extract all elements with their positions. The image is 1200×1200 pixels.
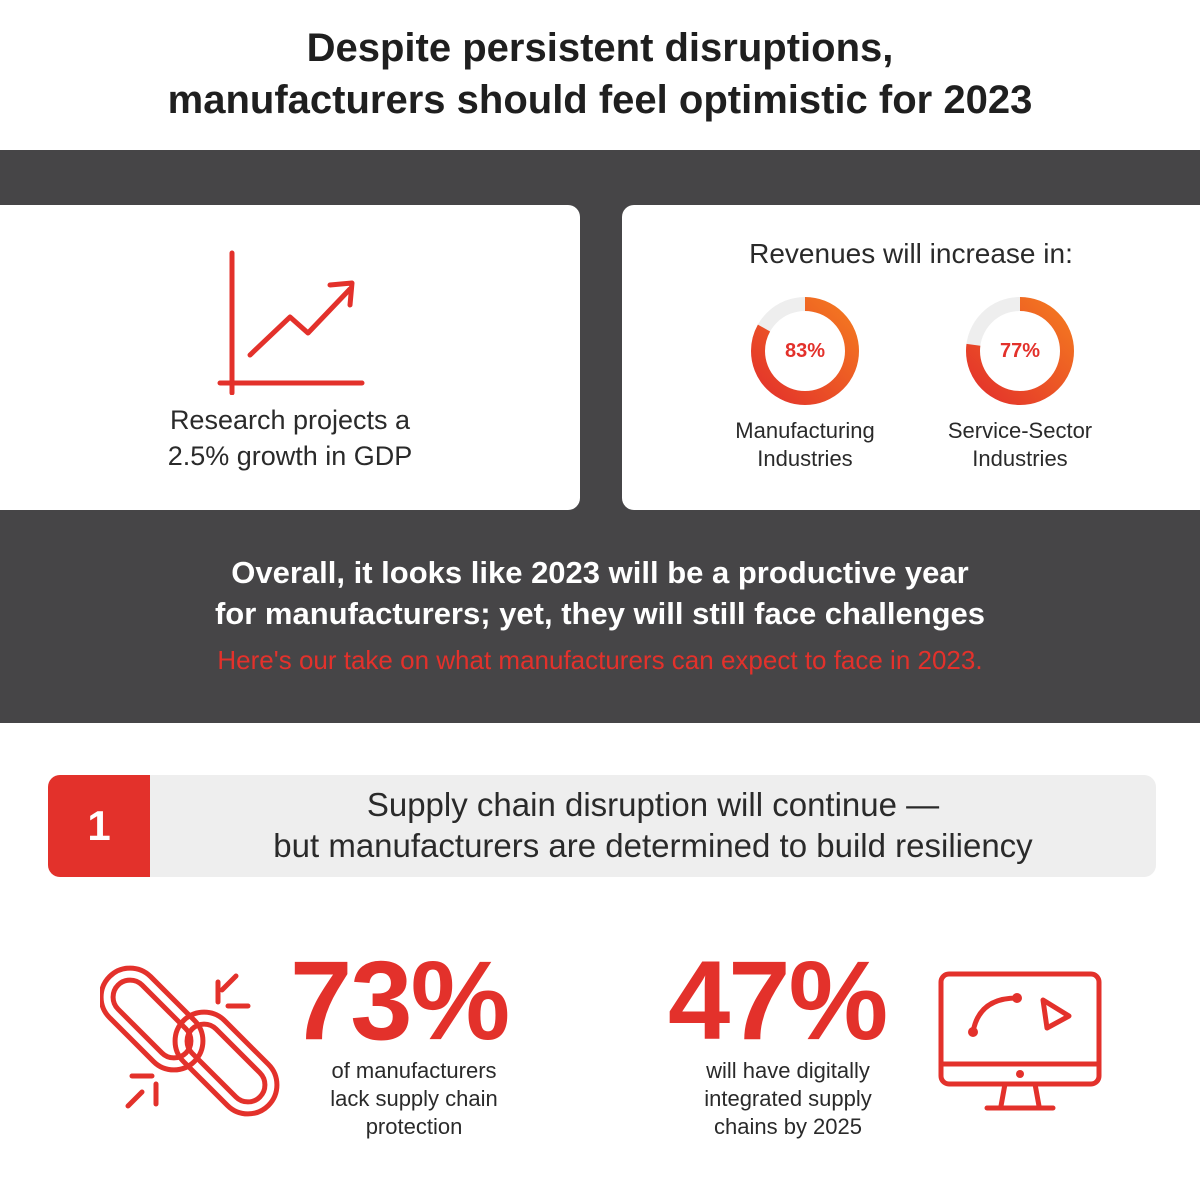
service-percent: 77% [999, 339, 1041, 362]
section-title: Supply chain disruption will continue — … [150, 784, 1156, 866]
manufacturing-donut-arc [751, 297, 859, 405]
stat-47-line1: will have digitally [706, 1058, 870, 1083]
service-donut: 77% [964, 295, 1076, 407]
service-donut-arc [966, 297, 1074, 405]
stat-47-value: 47% [668, 938, 888, 1063]
service-label-line1: Service-Sector [947, 418, 1093, 443]
stat-73-line1: of manufacturers [331, 1058, 497, 1083]
gdp-text: Research projects a 2.5% growth in GDP [90, 402, 490, 474]
stat-47-line2: integrated supply [704, 1086, 872, 1111]
growth-chart-icon [217, 250, 365, 395]
stat-73-line3: protection [365, 1114, 463, 1139]
page-title-line2: manufacturers should feel optimistic for… [167, 78, 1033, 122]
manufacturing-donut: 83% [749, 295, 861, 407]
stat-73-description: of manufacturers lack supply chain prote… [284, 1057, 544, 1141]
gdp-text-line1: Research projects a [169, 405, 411, 435]
page-title-line1: Despite persistent disruptions, [306, 26, 894, 70]
stat-47-line3: chains by 2025 [714, 1114, 862, 1139]
section-title-line1: Supply chain disruption will continue — [366, 786, 940, 823]
revenue-title: Revenues will increase in: [749, 238, 1073, 269]
manufacturing-label: Manufacturing Industries [705, 417, 905, 473]
section-number: 1 [48, 775, 150, 877]
overall-line1: Overall, it looks like 2023 will be a pr… [231, 555, 969, 590]
service-label: Service-Sector Industries [920, 417, 1120, 473]
page-title: Despite persistent disruptions, manufact… [0, 22, 1200, 126]
service-donut-chart [966, 297, 1074, 405]
section-header [48, 775, 1156, 877]
gdp-card [0, 205, 580, 510]
stat-73-line2: lack supply chain [330, 1086, 498, 1111]
manufacturing-label-line2: Industries [757, 446, 853, 471]
manufacturing-label-line1: Manufacturing [735, 418, 875, 443]
revenue-card [622, 205, 1200, 510]
stat-73-value: 73% [290, 938, 510, 1063]
manufacturing-percent: 83% [784, 339, 826, 362]
overall-statement: Overall, it looks like 2023 will be a pr… [0, 552, 1200, 634]
manufacturing-donut-chart [751, 297, 859, 405]
gdp-text-line2: 2.5% growth in GDP [167, 441, 413, 471]
broken-chain-icon [100, 965, 280, 1117]
overall-line2: for manufacturers; yet, they will still … [214, 596, 986, 631]
section-title-line2: but manufacturers are determined to buil… [273, 827, 1033, 864]
take-link-text: Here's our take on what manufacturers ca… [217, 645, 983, 675]
service-label-line2: Industries [972, 446, 1068, 471]
monitor-icon [938, 971, 1102, 1111]
stat-47-description: will have digitally integrated supply ch… [658, 1057, 918, 1141]
